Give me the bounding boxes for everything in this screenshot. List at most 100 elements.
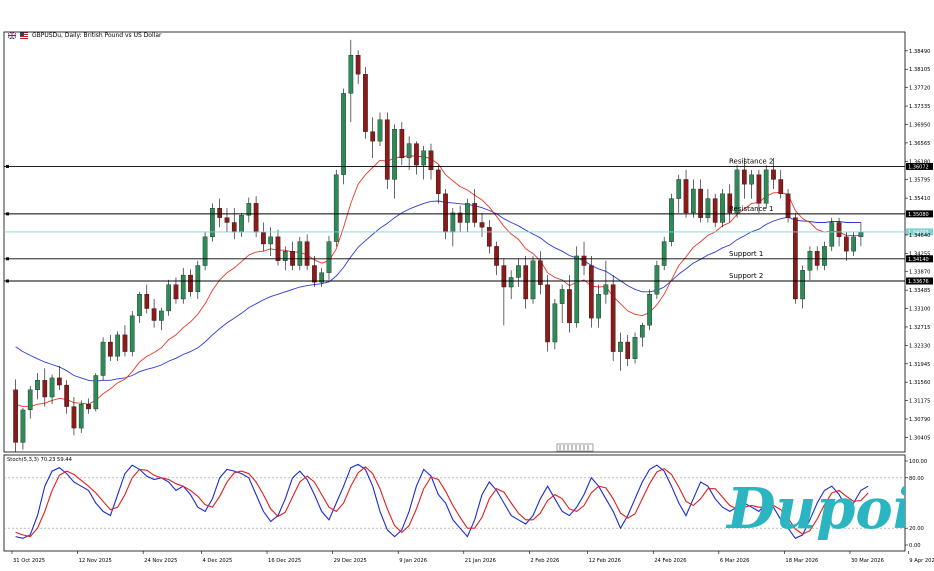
candle[interactable]	[494, 241, 499, 276]
candle[interactable]	[224, 208, 230, 233]
candle[interactable]	[588, 255, 594, 328]
candle[interactable]	[632, 332, 638, 364]
candle[interactable]	[552, 298, 558, 350]
candle[interactable]	[683, 169, 689, 218]
candle[interactable]	[822, 241, 827, 271]
candle[interactable]	[290, 241, 295, 271]
candle[interactable]	[676, 174, 682, 213]
candle[interactable]	[414, 141, 419, 175]
candle[interactable]	[479, 212, 485, 237]
candle[interactable]	[319, 267, 325, 288]
candle[interactable]	[108, 334, 113, 362]
candle[interactable]	[545, 275, 550, 352]
candle[interactable]	[253, 196, 259, 237]
candle[interactable]	[173, 277, 179, 304]
candle[interactable]	[64, 380, 69, 414]
candle[interactable]	[282, 246, 288, 271]
candle[interactable]	[42, 368, 48, 407]
candle[interactable]	[341, 88, 346, 185]
candle[interactable]	[297, 236, 303, 271]
candle[interactable]	[115, 331, 120, 362]
candle[interactable]	[647, 289, 652, 331]
candle[interactable]	[465, 198, 470, 233]
candle[interactable]	[457, 205, 463, 233]
candle[interactable]	[625, 334, 631, 366]
candle[interactable]	[669, 193, 674, 247]
candle[interactable]	[195, 260, 201, 299]
candle[interactable]	[71, 397, 77, 436]
candle[interactable]	[421, 145, 427, 180]
candle[interactable]	[435, 165, 441, 204]
candle[interactable]	[690, 179, 696, 218]
candle[interactable]	[151, 298, 157, 328]
candle[interactable]	[793, 212, 798, 304]
candle[interactable]	[603, 260, 609, 304]
candle[interactable]	[57, 365, 62, 390]
candle[interactable]	[399, 122, 405, 166]
candle[interactable]	[814, 246, 820, 271]
candle[interactable]	[771, 157, 776, 190]
candle[interactable]	[100, 337, 106, 381]
candle[interactable]	[370, 117, 376, 158]
candle[interactable]	[749, 169, 754, 199]
candle[interactable]	[312, 255, 317, 288]
candle[interactable]	[122, 325, 128, 357]
candle[interactable]	[472, 189, 478, 228]
candle[interactable]	[144, 284, 150, 314]
candle[interactable]	[516, 258, 521, 288]
candle[interactable]	[78, 400, 84, 433]
candle[interactable]	[137, 291, 142, 323]
candle[interactable]	[486, 220, 492, 254]
candle[interactable]	[326, 235, 332, 280]
candle[interactable]	[523, 255, 529, 309]
candle[interactable]	[239, 212, 244, 237]
candle[interactable]	[661, 236, 667, 271]
candle[interactable]	[261, 222, 266, 252]
candle[interactable]	[93, 373, 99, 412]
candle[interactable]	[49, 374, 55, 405]
candle[interactable]	[275, 229, 281, 266]
candle[interactable]	[639, 322, 645, 347]
candle[interactable]	[741, 157, 747, 199]
candle[interactable]	[217, 198, 223, 228]
candle[interactable]	[574, 246, 580, 328]
candle[interactable]	[705, 189, 711, 223]
level-anchor[interactable]	[6, 279, 9, 283]
candle[interactable]	[844, 232, 849, 261]
candle[interactable]	[166, 279, 172, 316]
candle[interactable]	[829, 217, 835, 252]
candle[interactable]	[734, 165, 740, 218]
candle[interactable]	[202, 232, 208, 271]
candle[interactable]	[428, 143, 434, 180]
candle[interactable]	[756, 169, 762, 213]
candle[interactable]	[188, 269, 193, 297]
candle[interactable]	[785, 189, 791, 223]
candle[interactable]	[180, 267, 186, 304]
candle[interactable]	[348, 39, 354, 123]
level-anchor[interactable]	[6, 257, 9, 261]
candle[interactable]	[567, 275, 572, 333]
candle[interactable]	[763, 165, 769, 209]
candle[interactable]	[377, 112, 383, 146]
level-anchor[interactable]	[6, 164, 9, 168]
candle[interactable]	[355, 50, 361, 84]
candle[interactable]	[86, 398, 91, 414]
candle[interactable]	[129, 310, 135, 357]
candle[interactable]	[392, 124, 397, 199]
candle[interactable]	[35, 373, 40, 400]
level-anchor[interactable]	[6, 212, 9, 216]
candle[interactable]	[800, 265, 805, 309]
candle[interactable]	[159, 307, 164, 331]
candle[interactable]	[508, 270, 514, 299]
candle[interactable]	[858, 222, 864, 247]
period-separator-icon[interactable]	[556, 443, 594, 452]
candle[interactable]	[851, 232, 856, 256]
candle[interactable]	[530, 255, 536, 304]
candle[interactable]	[537, 251, 543, 295]
candle[interactable]	[559, 284, 565, 323]
candle[interactable]	[231, 208, 237, 240]
candle[interactable]	[20, 408, 26, 450]
candle[interactable]	[13, 379, 18, 452]
candle[interactable]	[618, 332, 623, 371]
